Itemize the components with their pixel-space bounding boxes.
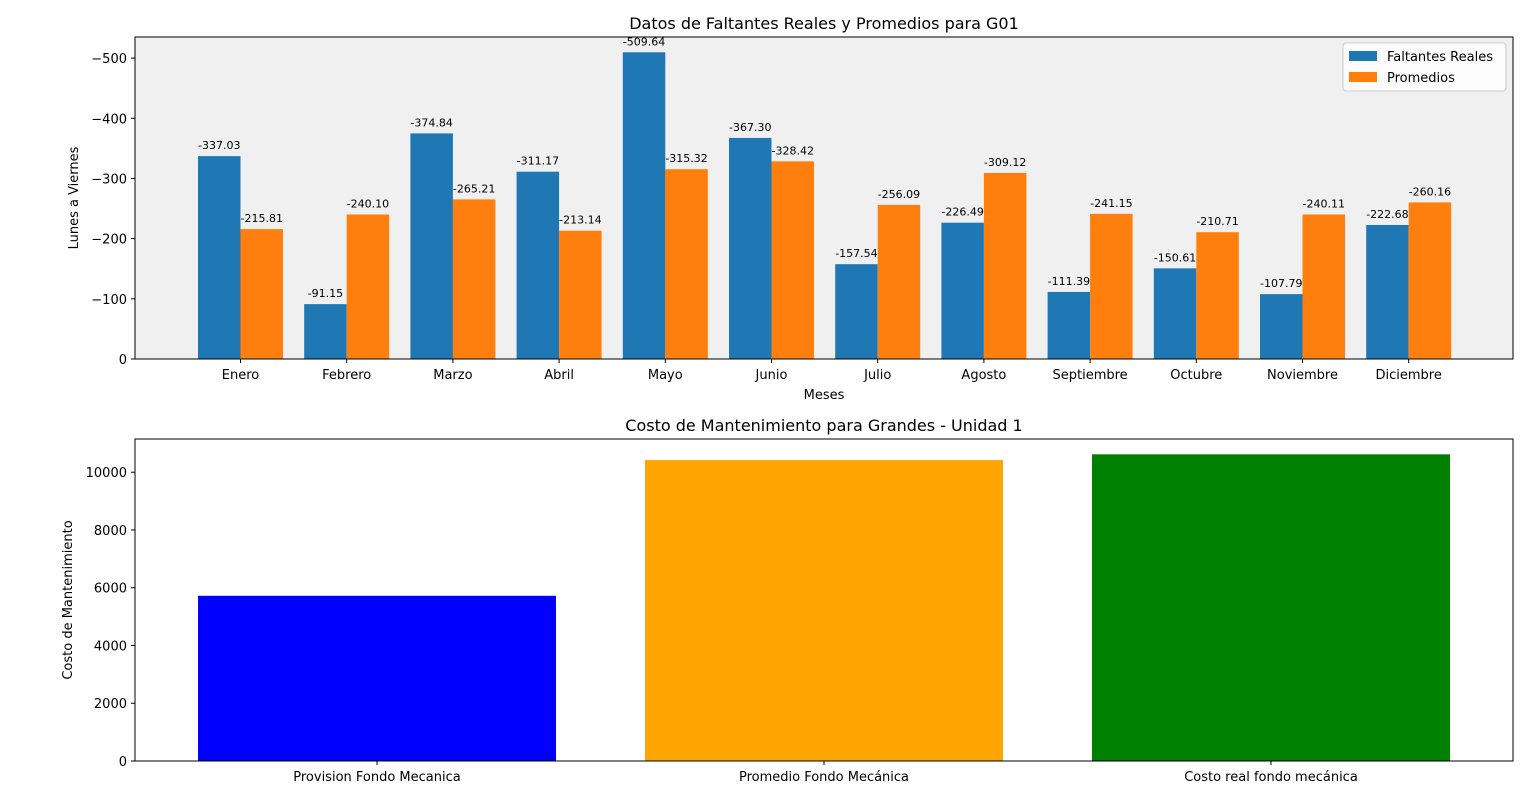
chart-title: Costo de Mantenimiento para Grandes - Un… [625,416,1022,435]
bar-costo [645,460,1003,761]
bar-faltantes [729,137,772,359]
bar-promedios [1196,232,1239,359]
x-tick-label: Abril [544,368,574,383]
bar-value-label: -367.30 [729,121,771,134]
bar-value-label: -260.16 [1409,185,1451,198]
bar-costo [1092,454,1450,761]
bar-value-label: -240.11 [1303,197,1345,210]
bar-value-label: -311.17 [517,155,559,168]
bar-value-label: -240.10 [347,197,389,210]
bar-promedios [1090,213,1133,359]
x-tick-label: Enero [222,368,260,383]
legend-label-faltantes: Faltantes Reales [1387,50,1493,65]
y-tick-label: 0 [119,755,127,770]
x-tick-label: Costo real fondo mecánica [1184,770,1358,785]
x-tick-label: Junio [755,368,788,383]
plot-area-frame [134,36,1514,360]
ticks-layer: Provision Fondo Mecanica Promedio Fondo M… [86,466,1358,785]
x-axis-label: Meses [804,388,845,403]
bar-faltantes [1366,224,1409,359]
bar-value-label: -210.71 [1196,215,1238,228]
y-tick-label: 4000 [94,639,127,654]
x-tick-label: Mayo [648,368,683,383]
y-tick-label: −300 [91,172,127,187]
y-tick-label: 6000 [94,582,127,597]
bar-promedios [665,169,708,359]
bar-value-label: -222.68 [1366,208,1408,221]
ticks-layer: Enero Febrero Marzo Abril Mayo Junio Julio Agos… [91,52,1442,383]
bar-value-label: -241.15 [1090,197,1132,210]
y-tick-label: −100 [91,293,127,308]
bar-value-label: -256.09 [878,188,920,201]
y-tick-label: 0 [119,353,127,368]
legend-swatch-promedios [1349,72,1377,82]
bar-promedios [983,172,1027,359]
legend-swatch-faltantes [1349,51,1377,61]
x-tick-label: Febrero [322,368,371,383]
bar-faltantes [1047,291,1091,359]
x-tick-label: Julio [863,368,891,383]
x-tick-label: Diciembre [1376,368,1442,383]
chart-faltantes: -337.03 -215.81 -91.15 -240.10 -374.84 -265.2… [67,14,1514,403]
bar-value-label: -374.84 [410,116,452,129]
bar-faltantes [1260,294,1303,359]
bar-costo [198,595,556,761]
y-tick-label: 8000 [94,524,127,539]
x-tick-label: Octubre [1170,368,1222,383]
plot-area-frame [134,438,1514,762]
legend: Faltantes Reales Promedios [1342,42,1507,92]
bar-promedios [346,214,390,359]
x-tick-label: Septiembre [1053,368,1128,383]
bar-value-label: -91.15 [308,287,343,300]
y-tick-label: 10000 [86,466,127,481]
bar-faltantes [835,264,878,359]
bar-value-label: -337.03 [198,139,240,152]
bar-value-label: -226.49 [941,206,983,219]
bar-value-label: -328.42 [772,144,814,157]
y-tick-label: −200 [91,233,127,248]
bar-value-label: -157.54 [835,247,877,260]
x-tick-label: Promedio Fondo Mecánica [739,770,909,785]
x-tick-label: Noviembre [1267,368,1338,383]
bar-faltantes [516,171,560,359]
bar-value-label: -111.39 [1048,275,1090,288]
bar-promedios [1408,202,1452,359]
y-tick-label: −400 [91,112,127,127]
x-tick-label: Provision Fondo Mecanica [293,770,460,785]
bar-value-label: -315.32 [665,152,707,165]
bar-promedios [240,229,283,359]
y-tick-label: 2000 [94,697,127,712]
bar-promedios [877,204,921,359]
bar-promedios [452,199,496,359]
bar-faltantes [622,52,666,360]
x-tick-label: Marzo [433,368,472,383]
bars-layer [198,454,1450,761]
bar-faltantes [304,304,347,359]
bar-value-label: -509.64 [623,35,665,48]
bar-value-label: -213.14 [559,214,601,227]
legend-box [1342,42,1507,92]
legend-label-promedios: Promedios [1387,71,1455,86]
bar-promedios [771,161,814,359]
x-tick-label: Agosto [961,368,1006,383]
bar-faltantes [941,222,984,359]
bar-value-label: -215.81 [241,212,283,225]
chart-title: Datos de Faltantes Reales y Promedios pa… [629,14,1019,33]
bars-layer: -337.03 -215.81 -91.15 -240.10 -374.84 -265.2… [198,35,1452,360]
y-tick-label: −500 [91,52,127,67]
y-axis-label: Costo de Mantenimiento [61,520,76,679]
bar-value-label: -265.21 [453,182,495,195]
bar-value-label: -150.61 [1154,251,1196,264]
y-axis-label: Lunes a Viernes [67,146,82,249]
bar-value-label: -107.79 [1260,277,1302,290]
bar-faltantes [198,156,241,359]
bar-value-label: -309.12 [984,156,1026,169]
bar-promedios [1302,214,1345,359]
bar-promedios [559,230,602,359]
chart-costo-mantenimiento: Provision Fondo Mecanica Promedio Fondo M… [61,416,1514,785]
bar-faltantes [410,133,453,359]
bar-faltantes [1153,268,1197,359]
